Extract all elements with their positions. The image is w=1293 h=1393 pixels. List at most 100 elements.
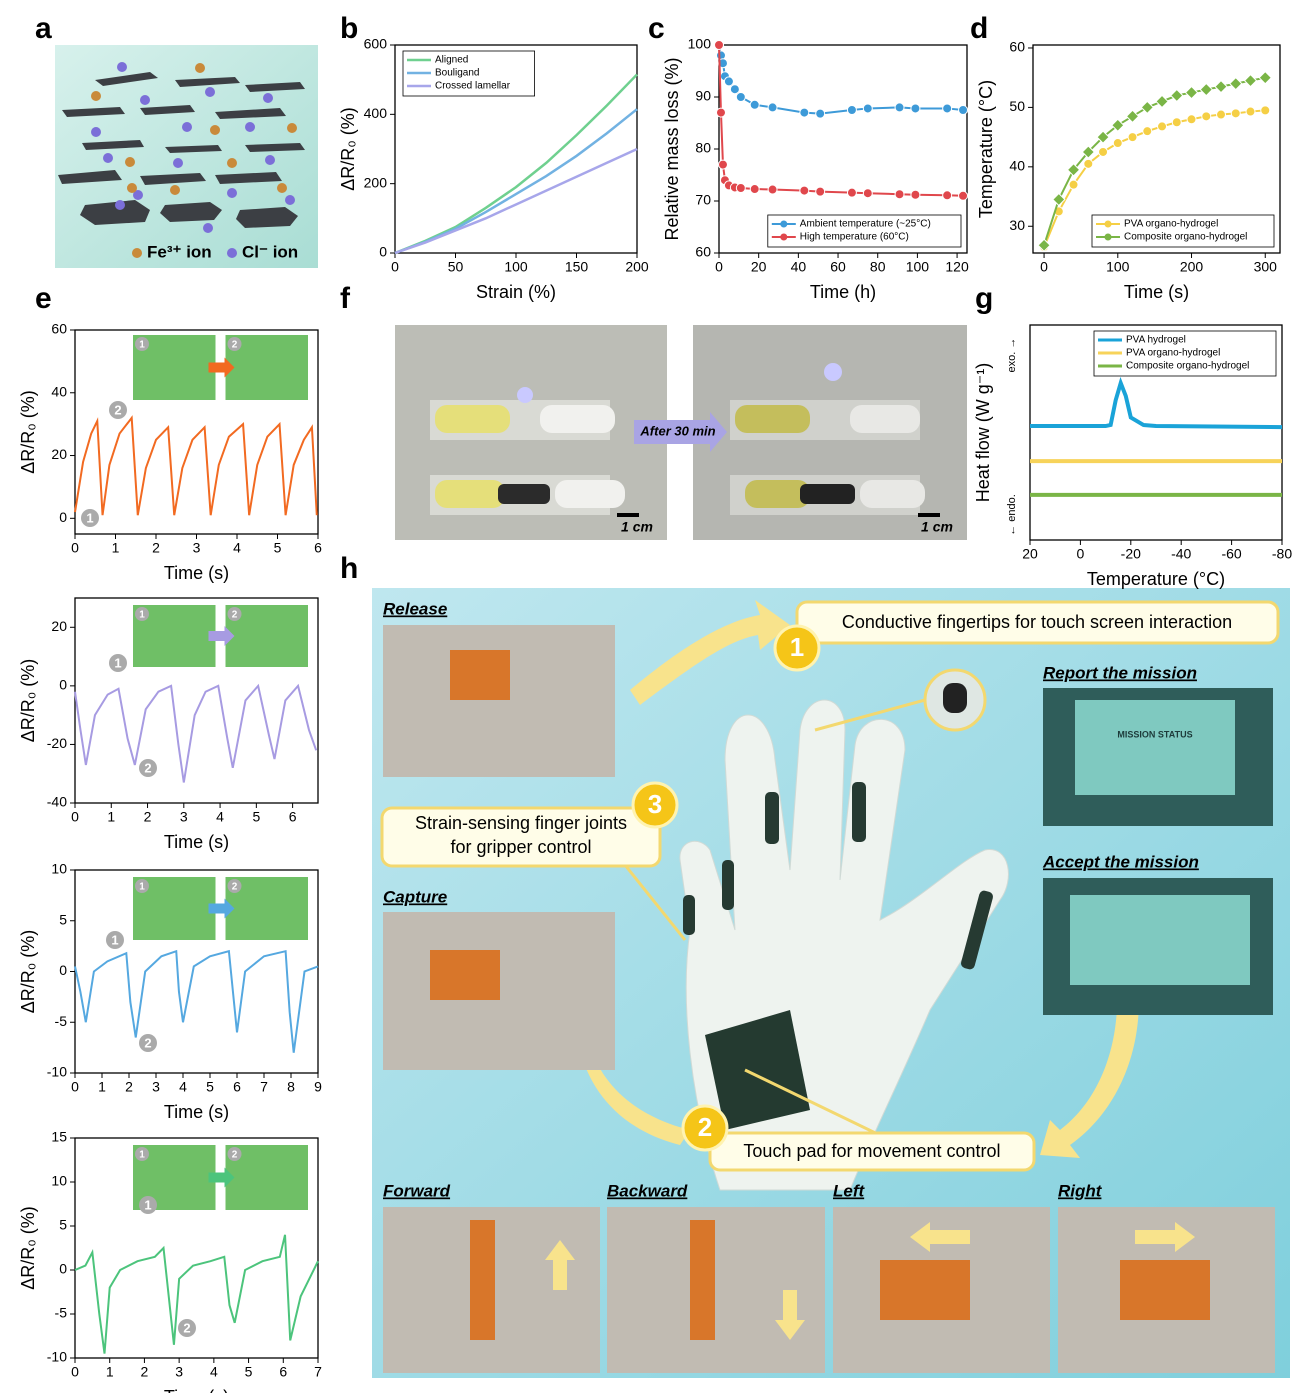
point (736, 93, 745, 102)
scene-label: Backward (607, 1181, 688, 1200)
legend-swatch (132, 248, 142, 258)
x-tick-label: 6 (289, 809, 297, 825)
scene-label: Right (1058, 1181, 1103, 1200)
point (1171, 90, 1183, 102)
screen (1075, 700, 1235, 795)
y-tick-label: -10 (47, 1349, 67, 1365)
x-tick-label: -60 (1221, 546, 1241, 562)
x-tick-label: 150 (565, 259, 589, 275)
x-tick-label: 6 (233, 1079, 241, 1095)
x-axis-label: Time (s) (1124, 282, 1189, 302)
x-tick-label: 3 (175, 1364, 183, 1380)
y-tick-label: 40 (1009, 158, 1025, 174)
point (816, 187, 825, 196)
x-tick-label: 60 (830, 259, 846, 275)
panel-h: h MISSION STATUS Release Capture Report … (340, 552, 1290, 1378)
panel-label: f (340, 282, 351, 315)
x-tick-label: 5 (274, 540, 282, 556)
y-tick-label: 10 (51, 861, 67, 877)
point (1245, 75, 1257, 87)
point (1186, 87, 1198, 99)
x-tick-label: 8 (287, 1079, 295, 1095)
x-tick-label: 0 (71, 1364, 79, 1380)
annotation: 2 (144, 1035, 151, 1050)
callout-text: Touch pad for movement control (743, 1141, 1000, 1161)
point (1261, 106, 1270, 115)
x-tick-label: 5 (206, 1079, 214, 1095)
x-tick-label: 6 (279, 1364, 287, 1380)
point (736, 184, 745, 193)
x-tick-label: 120 (945, 259, 969, 275)
y-tick-label: 70 (695, 192, 711, 208)
legend-label: Fe³⁺ ion (147, 242, 212, 261)
x-tick-label: 2 (152, 540, 160, 556)
x-tick-label: 0 (715, 259, 723, 275)
panel-label: b (340, 12, 358, 45)
panel-label: e (35, 282, 52, 315)
panel-a: a Fe³⁺ ion Cl⁻ ion (35, 12, 318, 268)
legend-label: PVA organo-hydrogel (1124, 219, 1218, 230)
point (768, 103, 777, 112)
y-axis-label: Temperature (°C) (976, 80, 996, 218)
x-tick-label: -80 (1272, 546, 1292, 562)
y-axis-label: ΔR/R₀ (%) (18, 659, 38, 743)
x-tick-label: 100 (504, 259, 528, 275)
scene-label: Forward (383, 1181, 451, 1200)
callout-number: 2 (698, 1112, 712, 1142)
series-line (719, 45, 963, 196)
x-tick-label: 3 (180, 809, 188, 825)
x-tick-label: 1 (107, 809, 115, 825)
panel-label: a (35, 12, 52, 45)
inset-label: 2 (232, 340, 238, 351)
point (847, 188, 856, 197)
point (800, 108, 809, 117)
legend-marker (780, 221, 787, 228)
x-tick-label: 9 (314, 1079, 322, 1095)
x-tick-label: 20 (751, 259, 767, 275)
point (1202, 112, 1211, 121)
inset-label: 2 (232, 1150, 238, 1161)
point (718, 160, 727, 169)
point (730, 85, 739, 94)
legend-label: PVA organo-hydrogel (1126, 348, 1220, 359)
point (1215, 81, 1227, 93)
point (1113, 139, 1122, 148)
point (1128, 133, 1137, 142)
x-tick-label: -40 (1171, 546, 1191, 562)
callout-text: for gripper control (450, 837, 591, 857)
screen (1070, 895, 1250, 985)
y-tick-label: -40 (47, 794, 67, 810)
y-tick-label: 600 (364, 36, 388, 52)
y-tick-label: 0 (59, 962, 67, 978)
x-tick-label: 0 (71, 1079, 79, 1095)
figure: a Fe³⁺ ion Cl⁻ ion f After 30 min 1 cm 1… (0, 0, 1293, 1393)
point (1200, 84, 1212, 96)
x-tick-label: 20 (1022, 546, 1038, 562)
point (1158, 122, 1167, 131)
y-tick-label: 5 (59, 911, 67, 927)
y-axis-label: Heat flow (W g⁻¹) (973, 363, 993, 503)
y-tick-label: 20 (51, 618, 67, 634)
panel-label: c (648, 12, 665, 45)
scene-label: Accept the mission (1042, 852, 1199, 871)
arrow-label: After 30 min (639, 423, 715, 438)
x-tick-label: 5 (252, 809, 260, 825)
inset-label: 1 (139, 610, 145, 621)
x-tick-label: 4 (233, 540, 241, 556)
legend-marker (1105, 234, 1112, 241)
series-line (75, 686, 316, 783)
point (863, 189, 872, 198)
fingertip (943, 683, 967, 713)
y-tick-label: 0 (59, 677, 67, 693)
y-tick-label: -20 (47, 735, 67, 751)
y-tick-label: 15 (51, 1129, 67, 1145)
x-tick-label: 4 (216, 809, 224, 825)
annotation: 1 (86, 510, 93, 525)
scale-label: 1 cm (621, 519, 653, 535)
x-tick-label: 2 (141, 1364, 149, 1380)
scale-bar (918, 513, 940, 517)
point (847, 106, 856, 115)
scene-label: Capture (383, 887, 447, 906)
x-tick-label: 80 (870, 259, 886, 275)
point (1127, 110, 1139, 122)
